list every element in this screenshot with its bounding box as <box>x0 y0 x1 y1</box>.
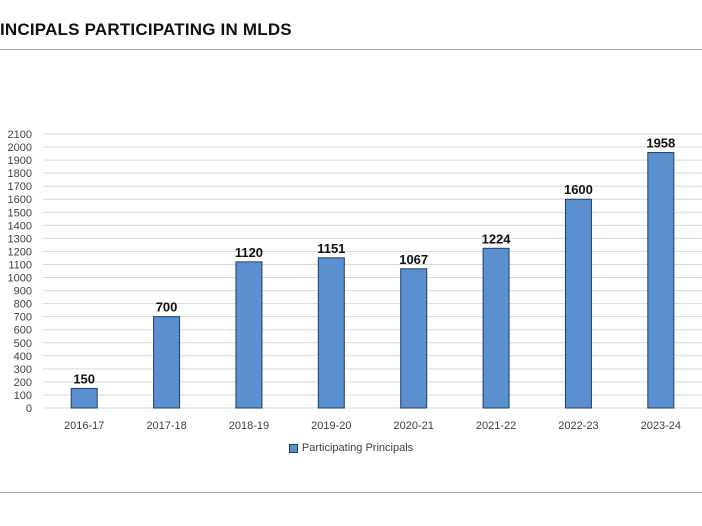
y-tick-label: 800 <box>14 299 32 311</box>
legend-swatch <box>288 443 298 453</box>
bar <box>564 198 592 409</box>
x-tick-label: 2017-18 <box>146 420 186 432</box>
bar <box>153 316 181 409</box>
x-tick-label: 2023-24 <box>641 420 681 432</box>
bar <box>647 152 675 409</box>
y-tick-label: 1000 <box>8 273 32 285</box>
y-tick-label: 1400 <box>8 220 32 232</box>
y-tick-label: 100 <box>14 390 32 402</box>
y-tick-label: 900 <box>14 286 32 298</box>
x-tick-label: 2021-22 <box>476 420 516 432</box>
x-tick-label: 2018-19 <box>229 420 269 432</box>
bottom-divider <box>0 492 702 493</box>
data-label: 150 <box>73 371 95 386</box>
y-tick-label: 1600 <box>8 194 32 206</box>
y-tick-label: 1700 <box>8 181 32 193</box>
y-tick-label: 500 <box>14 338 32 350</box>
y-tick-label: 1300 <box>8 233 32 245</box>
bar <box>400 268 428 409</box>
x-tick-label: 2020-21 <box>394 420 434 432</box>
y-tick-label: 600 <box>14 325 32 337</box>
bar <box>235 261 263 409</box>
y-tick-label: 300 <box>14 364 32 376</box>
chart-legend: Participating Principals <box>0 442 702 454</box>
y-tick-label: 1800 <box>8 168 32 180</box>
y-tick-label: 400 <box>14 351 32 363</box>
y-tick-label: 200 <box>14 377 32 389</box>
top-divider <box>0 49 702 50</box>
x-tick-label: 2019-20 <box>311 420 351 432</box>
y-tick-label: 1100 <box>8 259 32 271</box>
y-tick-label: 1200 <box>8 246 32 258</box>
data-label: 1958 <box>646 136 675 151</box>
y-tick-label: 700 <box>14 312 32 324</box>
data-label: 1120 <box>235 245 263 260</box>
data-label: 700 <box>156 300 178 315</box>
bar <box>317 257 345 409</box>
y-tick-label: 2100 <box>8 129 32 141</box>
bar <box>70 387 98 409</box>
x-tick-label: 2016-17 <box>64 420 104 432</box>
x-tick-label: 2022-23 <box>558 420 598 432</box>
data-label: 1067 <box>399 252 428 267</box>
page-title: INCIPALS PARTICIPATING IN MLDS <box>0 20 292 39</box>
legend-label: Participating Principals <box>301 442 414 454</box>
bar <box>482 247 510 409</box>
y-tick-label: 1900 <box>8 155 32 167</box>
data-label: 1600 <box>564 182 593 197</box>
data-label: 1224 <box>482 231 512 246</box>
y-tick-label: 2000 <box>8 142 32 154</box>
bar-chart: 0100200300400500600700800900100011001200… <box>8 129 702 432</box>
y-tick-label: 1500 <box>8 207 32 219</box>
y-tick-label: 0 <box>26 403 32 415</box>
data-label: 1151 <box>317 241 345 256</box>
